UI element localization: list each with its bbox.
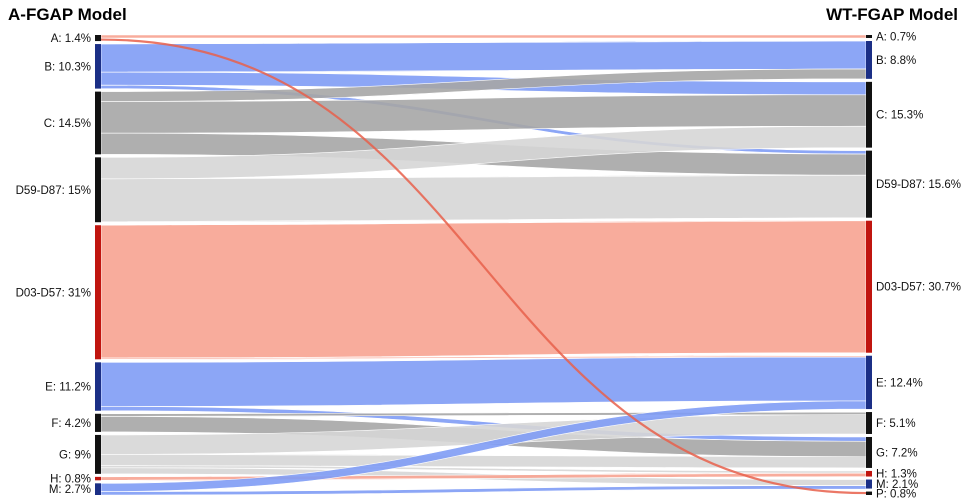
flow-e-to-e xyxy=(100,356,867,407)
right-node-g xyxy=(866,436,872,468)
left-label-g: G: 9% xyxy=(59,449,91,461)
right-node-m xyxy=(866,479,872,489)
right-label-g: G: 7.2% xyxy=(876,447,918,459)
left-node-f xyxy=(95,413,101,432)
left-node-e xyxy=(95,362,101,411)
right-label-e: E: 12.4% xyxy=(876,377,923,389)
left-node-d03-d57 xyxy=(95,225,101,360)
right-label-c: C: 15.3% xyxy=(876,110,923,122)
left-label-h: H: 0.8% xyxy=(50,474,91,486)
left-node-c xyxy=(95,91,101,155)
right-label-d59-d87: D59-D87: 15.6% xyxy=(876,179,961,191)
left-label-d59-d87: D59-D87: 15% xyxy=(16,185,91,197)
flow-d03-d57-to-d03-d57 xyxy=(100,220,867,359)
right-node-e xyxy=(866,355,872,410)
right-node-d59-d87 xyxy=(866,150,872,218)
right-model-title: WT-FGAP Model xyxy=(826,5,958,24)
right-node-a xyxy=(866,35,872,39)
right-label-m: M: 2.1% xyxy=(876,479,918,491)
left-model-title: A-FGAP Model xyxy=(8,5,127,24)
nodes-layer xyxy=(95,35,872,495)
right-label-p: P: 0.8% xyxy=(876,488,916,500)
left-node-b xyxy=(95,44,101,89)
right-node-c xyxy=(866,81,872,148)
left-node-d59-d87 xyxy=(95,157,101,223)
left-label-b: B: 10.3% xyxy=(44,61,91,73)
left-label-a: A: 1.4% xyxy=(51,33,91,45)
flow-b-to-b xyxy=(100,40,867,73)
flow-g-to-f xyxy=(100,414,867,455)
left-label-c: C: 14.5% xyxy=(44,118,91,130)
left-label-f: F: 4.2% xyxy=(51,418,91,430)
flows-layer xyxy=(100,34,867,496)
right-node-f xyxy=(866,412,872,434)
left-node-h xyxy=(95,476,101,481)
flow-a-to-p xyxy=(100,38,867,495)
left-node-g xyxy=(95,434,101,474)
labels-layer: A: 1.4% B: 10.3% C: 14.5% D59-D87: 15% D03-D… xyxy=(16,32,961,501)
right-label-f: F: 5.1% xyxy=(876,418,916,430)
left-node-m xyxy=(95,483,101,495)
left-label-e: E: 11.2% xyxy=(45,382,91,394)
right-node-d03-d57 xyxy=(866,220,872,353)
right-node-p xyxy=(866,491,872,495)
flow-d59-d87-to-d59-d87 xyxy=(100,174,867,223)
left-node-a xyxy=(95,35,101,42)
right-label-h: H: 1.3% xyxy=(876,469,917,481)
left-label-d03-d57: D03-D57: 31% xyxy=(16,287,91,299)
right-label-d03-d57: D03-D57: 30.7% xyxy=(876,282,961,294)
right-label-b: B: 8.8% xyxy=(876,55,916,67)
right-label-a: A: 0.7% xyxy=(876,32,916,44)
right-node-h xyxy=(866,470,872,477)
flow-a-to-a xyxy=(100,34,867,39)
right-node-b xyxy=(866,41,872,79)
left-label-m: M: 2.7% xyxy=(49,484,91,496)
flow-m-to-m xyxy=(100,485,867,496)
